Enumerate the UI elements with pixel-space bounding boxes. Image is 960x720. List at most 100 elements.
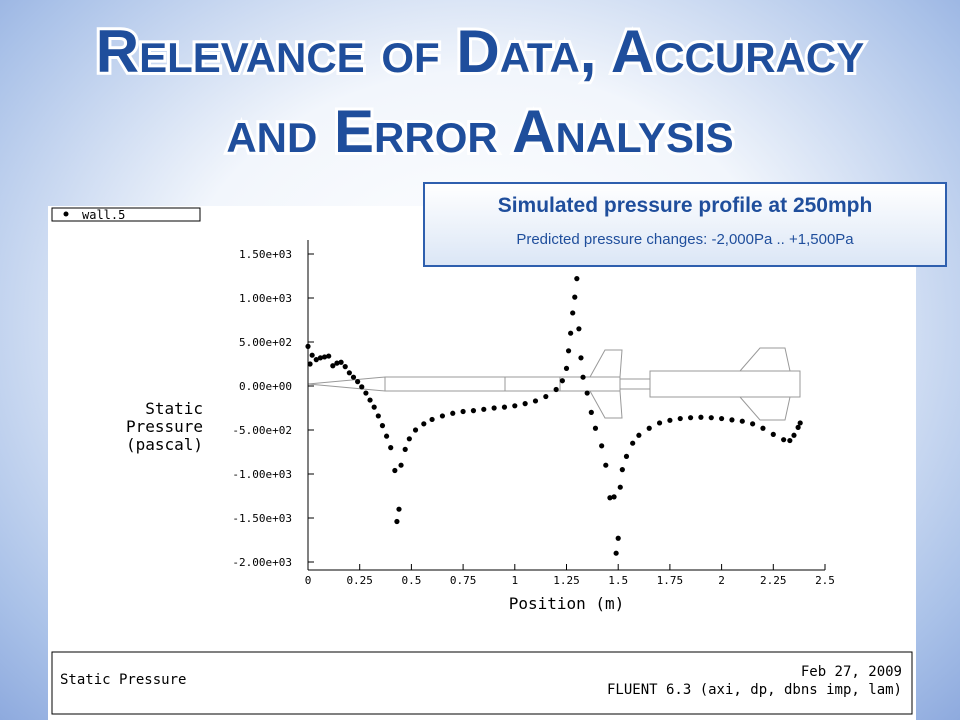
footer-box xyxy=(51,651,913,715)
data-point xyxy=(687,415,694,421)
x-tick-label: 0.5 xyxy=(401,574,421,587)
data-point xyxy=(770,431,776,437)
data-point xyxy=(371,404,377,410)
y-axis-label: Pressure xyxy=(126,417,203,436)
data-point xyxy=(563,365,570,371)
y-tick-label: 5.00e+02 xyxy=(239,336,292,349)
data-point xyxy=(501,404,508,410)
legend-box xyxy=(51,207,201,222)
y-tick-label: -2.00e+03 xyxy=(232,556,292,569)
data-point xyxy=(379,423,386,429)
x-tick-label: 2 xyxy=(718,574,725,587)
data-point xyxy=(565,348,572,354)
data-point xyxy=(584,390,590,396)
data-point xyxy=(599,443,605,449)
data-point xyxy=(576,326,582,332)
data-point xyxy=(439,413,446,419)
data-point xyxy=(421,421,427,427)
y-axis-label: Static xyxy=(145,399,203,418)
data-point xyxy=(795,424,801,430)
x-tick-label: 1 xyxy=(511,574,518,587)
callout-box xyxy=(423,182,947,267)
data-point xyxy=(491,405,497,411)
x-tick-label: 2.5 xyxy=(815,574,835,587)
x-tick-label: 0.75 xyxy=(450,574,477,587)
data-point xyxy=(578,355,584,361)
data-point xyxy=(603,462,609,468)
y-tick-label: 0.00e+00 xyxy=(239,380,292,393)
data-point xyxy=(791,432,797,438)
y-tick-label: -1.50e+03 xyxy=(232,512,292,525)
slide-title: Relevance of Data, Accuracy xyxy=(96,18,864,85)
data-point xyxy=(367,397,373,403)
data-point xyxy=(698,414,704,420)
footer-label: Static Pressure xyxy=(60,672,186,688)
data-point xyxy=(570,310,576,316)
plot-panel xyxy=(48,206,916,720)
data-point xyxy=(406,436,412,442)
x-tick-label: 1.25 xyxy=(553,574,580,587)
data-point xyxy=(334,360,340,366)
data-point xyxy=(350,374,357,380)
data-point xyxy=(572,294,578,300)
data-point xyxy=(375,413,381,419)
data-point xyxy=(760,425,766,431)
data-point xyxy=(429,416,435,423)
slide-title: and Error Analysis xyxy=(226,98,733,165)
data-point xyxy=(388,445,394,451)
x-tick-label: 0 xyxy=(305,574,312,587)
data-point xyxy=(394,518,400,525)
x-tick-label: 2.25 xyxy=(760,574,787,587)
data-point xyxy=(559,378,565,384)
data-point xyxy=(615,535,621,541)
data-point xyxy=(412,427,419,433)
data-point xyxy=(719,415,725,422)
data-point xyxy=(313,357,319,363)
footer-version: FLUENT 6.3 (axi, dp, dbns imp, lam) xyxy=(607,682,902,698)
data-point xyxy=(677,415,683,422)
data-point xyxy=(611,494,617,500)
callout-heading: Simulated pressure profile at 250mph xyxy=(498,194,873,217)
data-point xyxy=(607,495,613,501)
y-tick-label: -1.00e+03 xyxy=(232,468,292,481)
data-point xyxy=(646,425,652,431)
data-point xyxy=(588,409,594,415)
data-point xyxy=(330,363,336,369)
data-point xyxy=(307,361,313,367)
callout-text: Predicted pressure changes: -2,000Pa .. … xyxy=(516,231,854,248)
footer-date: Feb 27, 2009 xyxy=(801,664,902,680)
legend-marker xyxy=(63,211,69,217)
data-point xyxy=(512,403,518,409)
data-point xyxy=(317,355,324,361)
data-point xyxy=(470,408,477,414)
data-point xyxy=(667,417,673,423)
data-point xyxy=(398,462,404,468)
data-point xyxy=(623,453,630,459)
data-point xyxy=(729,417,735,423)
data-point xyxy=(359,384,365,390)
legend-label: wall.5 xyxy=(82,208,125,222)
data-point xyxy=(355,379,361,385)
y-tick-label: 1.50e+03 xyxy=(239,248,292,261)
data-point xyxy=(450,410,456,416)
x-tick-label: 1.75 xyxy=(657,574,684,587)
data-point xyxy=(619,467,625,473)
data-point xyxy=(383,433,390,439)
data-point xyxy=(630,440,636,446)
data-point xyxy=(656,420,663,426)
data-point xyxy=(481,406,487,412)
data-point xyxy=(781,437,787,443)
y-axis-label: (pascal) xyxy=(126,435,203,454)
x-tick-label: 0.25 xyxy=(346,574,373,587)
data-point xyxy=(787,437,793,444)
data-point xyxy=(574,276,580,282)
data-point xyxy=(636,432,642,438)
data-point xyxy=(321,354,328,360)
data-point xyxy=(363,390,369,396)
data-point xyxy=(338,359,344,365)
data-point xyxy=(568,330,574,336)
data-point xyxy=(342,364,348,370)
data-point xyxy=(580,374,586,380)
data-point xyxy=(396,506,402,512)
